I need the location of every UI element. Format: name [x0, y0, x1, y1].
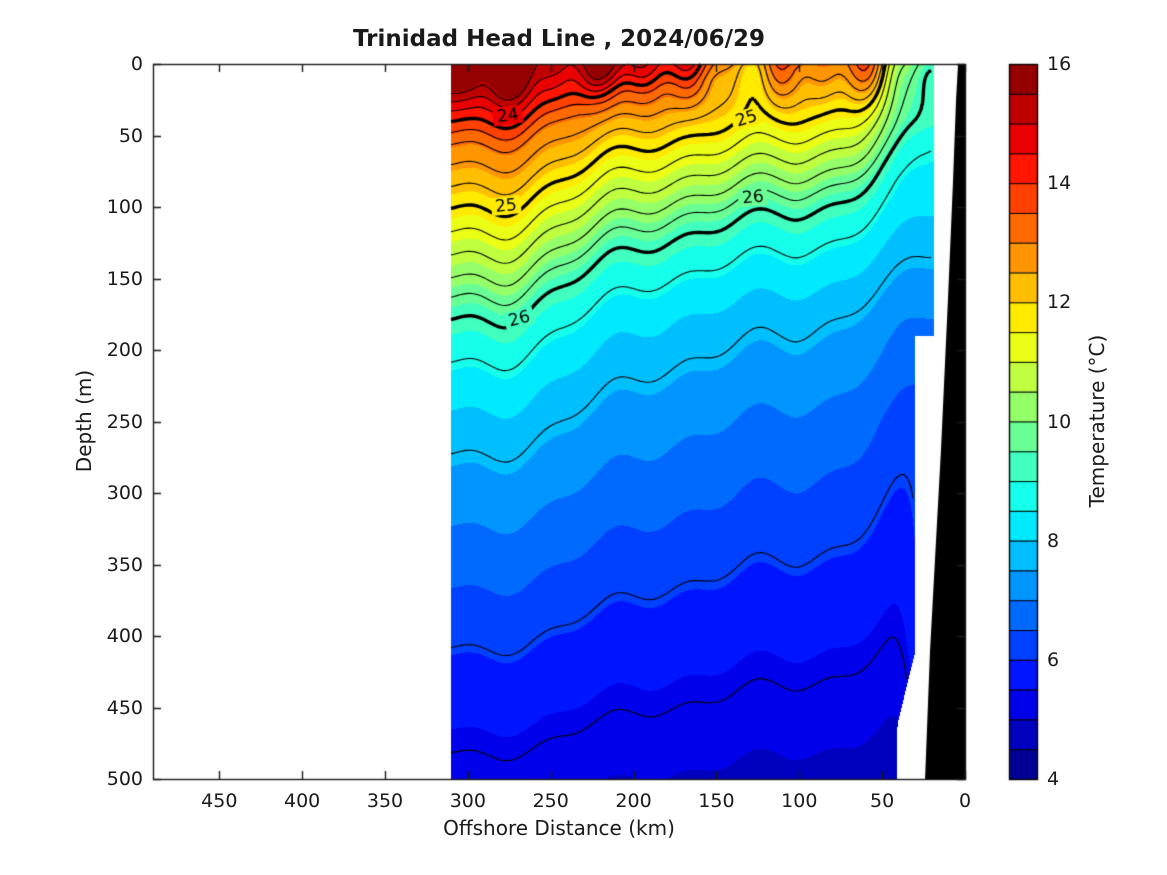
y-tick-label: 250: [106, 410, 143, 433]
colorbar-tick-label: 10: [1047, 410, 1072, 433]
y-tick-label: 450: [106, 696, 143, 719]
y-tick-label: 350: [106, 553, 143, 576]
colorbar-tick-label: 4: [1047, 768, 1060, 790]
colorbar-tick-label: 6: [1047, 648, 1060, 671]
y-tick-label: 300: [106, 482, 143, 504]
y-tick-label: 50: [118, 124, 143, 147]
chart-title: Trinidad Head Line , 2024/06/29: [352, 26, 766, 52]
x-tick-label: 250: [532, 790, 569, 812]
x-tick-label: 150: [698, 790, 735, 812]
x-tick-label: 400: [284, 790, 321, 812]
colorbar-tick-label: 12: [1047, 291, 1072, 314]
y-axis-label: Depth (m): [72, 369, 96, 473]
y-tick-label: 100: [106, 196, 143, 218]
y-tick-label: 200: [106, 339, 143, 361]
x-tick-label: 100: [781, 790, 818, 812]
colorbar-label: Temperature (°C): [1085, 334, 1109, 508]
x-tick-label: 450: [201, 790, 238, 812]
x-axis-label: Offshore Distance (km): [443, 816, 675, 840]
y-tick-label: 0: [130, 53, 143, 75]
x-tick-label: 200: [615, 790, 652, 812]
y-tick-label: 400: [106, 625, 143, 647]
x-tick-label: 50: [870, 790, 895, 812]
x-tick-label: 300: [449, 790, 486, 812]
colorbar-tick-label: 8: [1047, 529, 1060, 552]
x-tick-label: 350: [366, 790, 404, 812]
colorbar-tick-label: 14: [1047, 172, 1072, 195]
y-tick-label: 150: [106, 267, 143, 290]
y-tick-label: 500: [106, 768, 143, 790]
x-tick-label: 0: [958, 790, 972, 812]
colorbar-tick-label: 16: [1047, 53, 1072, 75]
